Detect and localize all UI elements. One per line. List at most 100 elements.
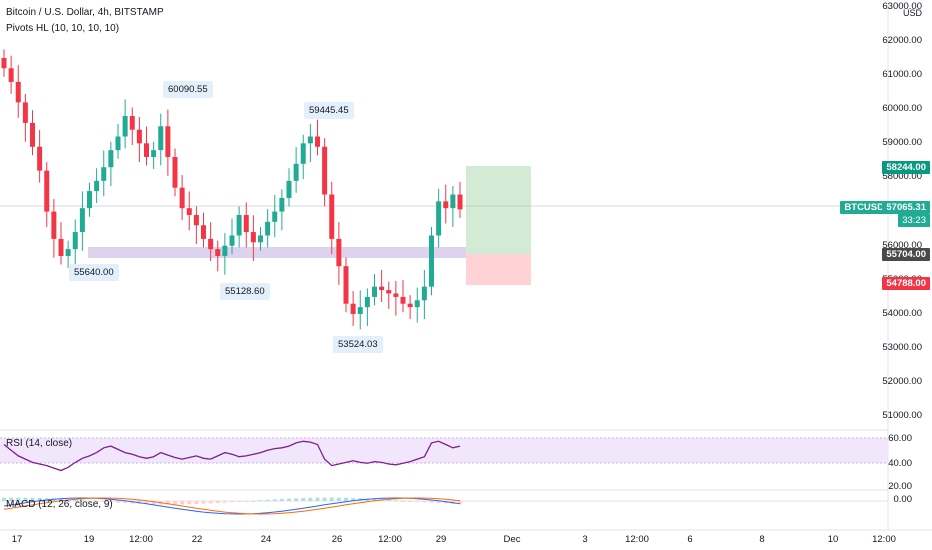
macd-histogram-bar	[322, 497, 327, 501]
macd-histogram-bar	[287, 498, 291, 501]
candle-body	[329, 194, 335, 239]
symbol-tag: BTCUSD	[840, 201, 888, 214]
macd-histogram-bar	[94, 501, 99, 502]
macd-histogram-bar	[130, 501, 135, 504]
indicator-legend[interactable]: Pivots HL (10, 10, 10, 10)	[6, 23, 120, 34]
candle-body	[72, 232, 78, 250]
price-axis-tick: 56000.00	[882, 239, 922, 251]
price-axis-tick: 62000.00	[882, 34, 922, 46]
macd-histogram-bar	[386, 499, 391, 501]
candle-body	[286, 180, 292, 198]
candle-body	[1, 58, 7, 69]
rsi-legend[interactable]: RSI (14, close)	[6, 438, 73, 449]
price-axis-tick: 59000.00	[882, 137, 922, 149]
macd-histogram-bar	[294, 498, 299, 501]
macd-histogram-bar	[265, 499, 270, 501]
macd-histogram-bar	[116, 501, 120, 503]
macd-histogram-bar	[230, 501, 234, 503]
macd-histogram-bar	[422, 501, 427, 503]
candle-body	[407, 303, 413, 308]
candle-body	[44, 170, 50, 212]
time-axis-tick: 10	[827, 534, 839, 545]
macd-histogram-bar	[87, 500, 92, 502]
time-axis-tick: 8	[759, 534, 765, 545]
candle-body	[307, 136, 313, 144]
time-axis-tick: 12:00	[625, 534, 649, 545]
signal-line	[3, 497, 461, 515]
rsi-band	[0, 438, 888, 463]
macd-histogram-bar	[436, 501, 441, 504]
candle-body	[393, 293, 399, 297]
rsi-level-40: 40.00	[888, 458, 912, 469]
pivot-low-label: 53524.03	[333, 336, 383, 353]
macd-histogram-bar	[180, 501, 185, 505]
time-axis-tick: 12:00	[872, 534, 896, 545]
candle-body	[158, 126, 164, 151]
rsi-level-20: 20.00	[888, 481, 912, 492]
loss-zone	[466, 254, 531, 285]
macd-histogram-bar	[165, 501, 170, 505]
candle-body	[151, 150, 157, 157]
macd-histogram-bar	[222, 501, 227, 503]
macd-histogram-bar	[208, 501, 213, 504]
candle-body	[436, 201, 442, 236]
candle-body	[250, 232, 256, 243]
macd-histogram-bar	[258, 500, 263, 502]
price-axis-tick: 52000.00	[882, 376, 922, 388]
candle-body	[336, 238, 342, 267]
candle-body	[450, 194, 456, 209]
price-axis-tick: 54000.00	[882, 307, 922, 319]
macd-histogram-bar	[173, 501, 177, 505]
macd-histogram-bar	[393, 500, 398, 502]
time-axis-tick: 12:00	[129, 534, 153, 545]
macd-histogram-bar	[329, 497, 334, 501]
price-axis-tick: 61000.00	[882, 69, 922, 81]
macd-histogram-bar	[80, 500, 85, 502]
candle-body	[236, 215, 242, 236]
symbol-title[interactable]: Bitcoin / U.S. Dollar, 4h, BITSTAMP	[6, 7, 164, 18]
target-price-tag: 58244.00	[882, 161, 930, 174]
time-axis-tick: 3	[582, 534, 588, 545]
candle-body	[172, 156, 178, 188]
macd-histogram-bar	[401, 500, 405, 502]
stop-price-tag: 54788.00	[882, 277, 930, 290]
candle-body	[58, 238, 64, 256]
candle-body	[37, 146, 43, 171]
macd-histogram-bar	[101, 501, 106, 502]
macd-legend[interactable]: MACD (12, 26, close, 9)	[6, 499, 113, 510]
candle-body	[350, 303, 356, 314]
entry-price-tag: 55704.00	[882, 248, 930, 261]
candle-body	[315, 136, 320, 147]
candle-body	[443, 201, 449, 209]
candle-body	[243, 215, 249, 233]
candle-body	[357, 307, 363, 314]
price-axis-tick: 63000.00	[882, 0, 922, 12]
time-axis-tick: 12:00	[378, 534, 402, 545]
macd-histogram-bar	[215, 501, 220, 504]
pivot-high-label: 59445.45	[304, 102, 354, 119]
support-zone	[88, 247, 466, 258]
countdown-tag: 33:23	[898, 214, 930, 227]
macd-histogram-bar	[73, 499, 78, 501]
macd-histogram-bar	[194, 501, 199, 504]
time-axis-tick: 29	[435, 534, 447, 545]
pivot-low-label: 55128.60	[220, 283, 270, 300]
candle-body	[186, 208, 192, 215]
macd-histogram-bar	[272, 499, 277, 501]
macd-histogram-bar	[59, 498, 63, 501]
candle-body	[101, 167, 107, 181]
macd-histogram-bar	[37, 498, 42, 501]
macd-histogram-bar	[16, 497, 21, 501]
candle-body	[457, 194, 463, 210]
candle-body	[136, 129, 142, 144]
currency-label: USD	[902, 8, 922, 18]
candle-body	[65, 249, 71, 256]
macd-histogram-bar	[279, 498, 284, 501]
time-axis-tick: 17	[11, 534, 23, 545]
macd-histogram-bar	[458, 501, 462, 504]
macd-histogram-bar	[23, 497, 28, 501]
candle-body	[379, 286, 385, 291]
macd-histogram-bar	[415, 501, 420, 502]
